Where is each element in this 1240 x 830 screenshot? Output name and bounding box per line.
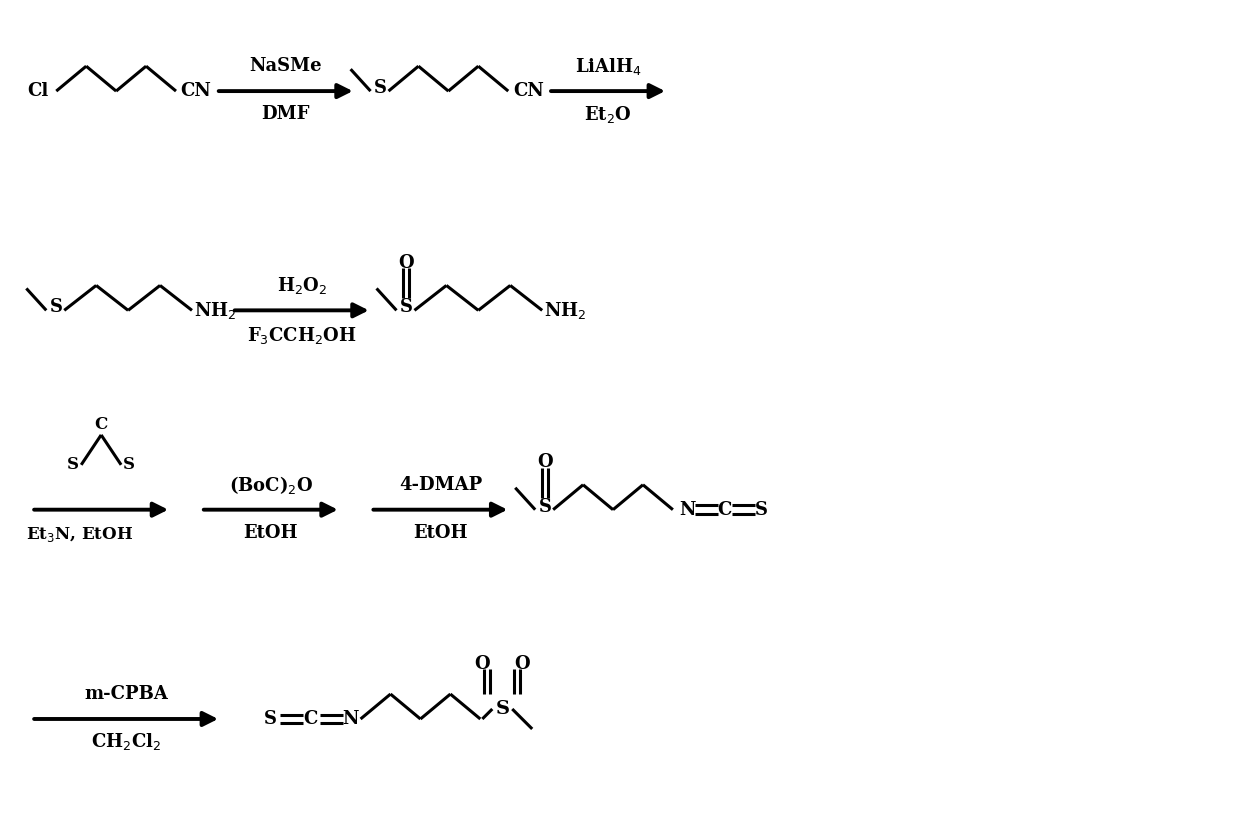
Text: EtOH: EtOH [413,524,467,542]
Text: C: C [94,417,108,433]
Text: S: S [50,298,63,316]
Text: S: S [755,500,769,519]
Text: S: S [123,457,135,473]
Text: S: S [374,79,387,97]
Text: Et$_2$O: Et$_2$O [584,104,632,124]
Text: C: C [304,710,317,728]
Text: C: C [718,500,732,519]
Text: Et$_3$N, EtOH: Et$_3$N, EtOH [26,525,134,544]
Text: LiAlH$_4$: LiAlH$_4$ [574,56,641,76]
Text: O: O [515,655,529,673]
Text: H$_2$O$_2$: H$_2$O$_2$ [277,275,327,296]
Text: O: O [399,253,414,271]
Text: N: N [680,500,696,519]
Text: NH$_2$: NH$_2$ [193,300,236,321]
Text: N: N [342,710,358,728]
Text: NH$_2$: NH$_2$ [544,300,587,321]
Text: O: O [537,453,553,471]
Text: DMF: DMF [262,105,310,123]
Text: (BoC)$_2$O: (BoC)$_2$O [228,474,312,496]
Text: Cl: Cl [27,82,48,100]
Text: NaSMe: NaSMe [249,57,322,76]
Text: S: S [401,298,413,316]
Text: O: O [475,655,490,673]
Text: F$_3$CCH$_2$OH: F$_3$CCH$_2$OH [247,325,357,346]
Text: CN: CN [513,82,543,100]
Text: EtOH: EtOH [243,524,298,542]
Text: S: S [495,700,510,718]
Text: S: S [264,710,278,728]
Text: 4-DMAP: 4-DMAP [399,476,482,494]
Text: m-CPBA: m-CPBA [84,685,169,703]
Text: CN: CN [181,82,211,100]
Text: CH$_2$Cl$_2$: CH$_2$Cl$_2$ [91,731,161,753]
Text: S: S [67,457,79,473]
Text: S: S [538,498,552,515]
